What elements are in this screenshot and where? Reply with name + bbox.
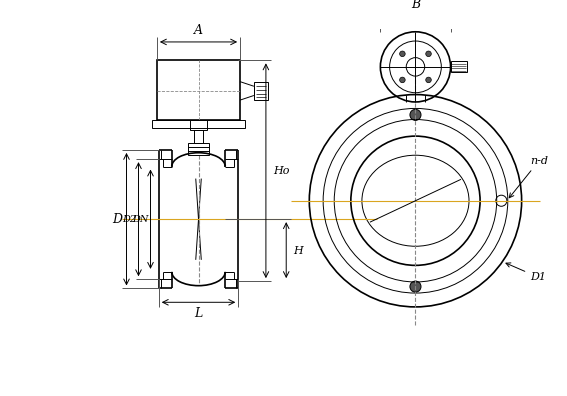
Text: D2: D2 (122, 215, 137, 224)
Text: D: D (112, 213, 122, 226)
Text: B: B (411, 0, 420, 11)
Bar (188, 143, 209, 154)
Circle shape (400, 51, 405, 57)
Text: L: L (194, 307, 202, 320)
Text: H: H (294, 246, 303, 255)
Circle shape (400, 77, 405, 83)
Bar (451, 61, 467, 72)
Text: n-d: n-d (509, 156, 548, 198)
Bar (254, 82, 268, 100)
Bar (153, 120, 245, 128)
Bar (190, 120, 207, 129)
Bar (157, 61, 240, 120)
Text: Ho: Ho (273, 166, 290, 176)
Circle shape (410, 109, 421, 120)
Circle shape (426, 77, 431, 83)
Circle shape (426, 51, 431, 57)
Circle shape (410, 281, 421, 292)
Text: D1: D1 (506, 263, 546, 282)
Text: DN: DN (132, 215, 149, 224)
Text: A: A (194, 24, 203, 37)
Bar (194, 129, 203, 143)
